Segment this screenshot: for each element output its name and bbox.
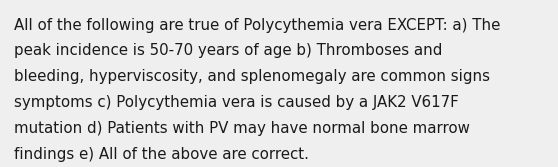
Text: All of the following are true of Polycythemia vera EXCEPT: a) The: All of the following are true of Polycyt… <box>14 18 501 33</box>
Text: bleeding, hyperviscosity, and splenomegaly are common signs: bleeding, hyperviscosity, and splenomega… <box>14 69 490 84</box>
Text: mutation d) Patients with PV may have normal bone marrow: mutation d) Patients with PV may have no… <box>14 121 470 136</box>
Text: findings e) All of the above are correct.: findings e) All of the above are correct… <box>14 147 309 162</box>
Text: peak incidence is 50-70 years of age b) Thromboses and: peak incidence is 50-70 years of age b) … <box>14 43 442 58</box>
Text: symptoms c) Polycythemia vera is caused by a JAK2 V617F: symptoms c) Polycythemia vera is caused … <box>14 95 459 110</box>
